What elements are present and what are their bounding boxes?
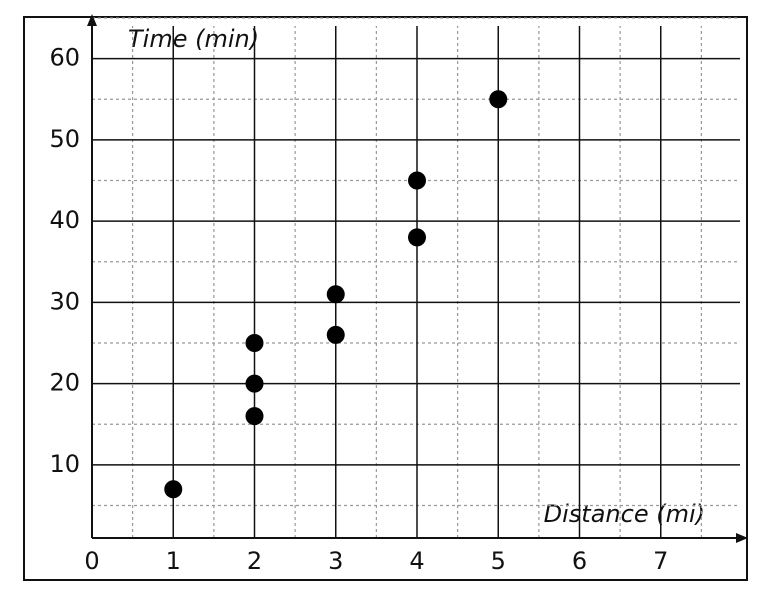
frame xyxy=(23,16,748,581)
x-axis-arrow xyxy=(736,533,748,543)
y-tick-label: 30 xyxy=(49,287,80,315)
point xyxy=(489,90,508,109)
point xyxy=(164,480,183,499)
y-axis-label: Time (min) xyxy=(128,25,259,53)
x-tick-label: 6 xyxy=(572,547,587,575)
point xyxy=(326,285,345,304)
x-tick-label: 4 xyxy=(409,547,424,575)
point xyxy=(245,374,264,393)
x-tick-label: 3 xyxy=(328,547,343,575)
x-tick-label: 2 xyxy=(247,547,262,575)
point xyxy=(408,228,426,247)
point xyxy=(245,407,264,426)
x-tick-label: 0 xyxy=(84,547,99,575)
point xyxy=(408,171,426,190)
x-tick-label: 1 xyxy=(166,547,181,575)
point xyxy=(326,325,345,344)
y-tick-label: 60 xyxy=(49,44,80,72)
point xyxy=(245,334,264,352)
x-tick-label: 7 xyxy=(653,547,668,575)
y-tick-label: 20 xyxy=(49,369,80,397)
y-tick-label: 10 xyxy=(49,450,80,478)
y-tick-label: 40 xyxy=(49,206,80,234)
x-axis-label: Distance (mi) xyxy=(544,500,705,528)
x-tick-label: 5 xyxy=(491,547,506,575)
y-tick-label: 50 xyxy=(49,125,80,153)
y-axis-arrow xyxy=(87,14,97,26)
